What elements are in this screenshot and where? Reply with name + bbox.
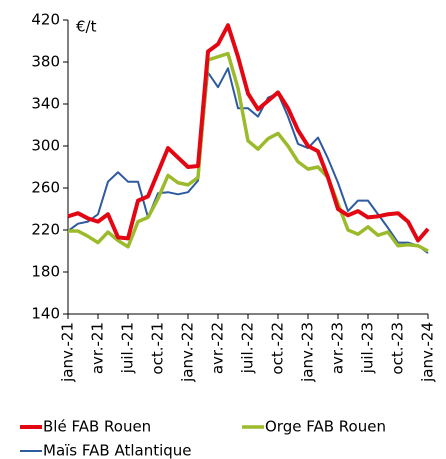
- x-tick-label: juil.-23: [359, 322, 377, 374]
- x-tick-label: avr.-21: [89, 322, 107, 374]
- series-line: [67, 67, 429, 254]
- y-tick-label: 300: [31, 137, 60, 155]
- x-tick-label: avr.-22: [209, 322, 227, 374]
- legend-label: Orge FAB Rouen: [265, 418, 386, 436]
- x-tick-label: janv.-23: [299, 322, 317, 383]
- x-tick-label: oct.-23: [389, 322, 407, 375]
- legend-label: Blé FAB Rouen: [43, 418, 151, 436]
- y-tick-label: 180: [31, 263, 60, 281]
- y-tick-label: 260: [31, 179, 60, 197]
- legend-label: Maïs FAB Atlantique: [43, 442, 192, 459]
- unit-label: €/t: [76, 18, 97, 36]
- y-tick-label: 340: [31, 95, 60, 113]
- series-line: [68, 51, 429, 253]
- y-tick-label: 420: [31, 11, 60, 29]
- x-tick-label: juil.-22: [239, 322, 257, 374]
- y-tick-label: 140: [31, 305, 60, 323]
- x-tick-label: juil.-21: [119, 322, 137, 374]
- y-tick-label: 380: [31, 53, 60, 71]
- x-tick-label: oct.-21: [149, 322, 167, 375]
- y-tick-label: 220: [31, 221, 60, 239]
- x-tick-label: janv.-21: [59, 322, 77, 383]
- x-tick-label: janv.-24: [419, 322, 437, 383]
- series-line: [67, 23, 430, 243]
- x-tick-label: oct.-22: [269, 322, 287, 375]
- x-tick-label: janv.-22: [179, 322, 197, 383]
- x-tick-label: avr.-23: [329, 322, 347, 374]
